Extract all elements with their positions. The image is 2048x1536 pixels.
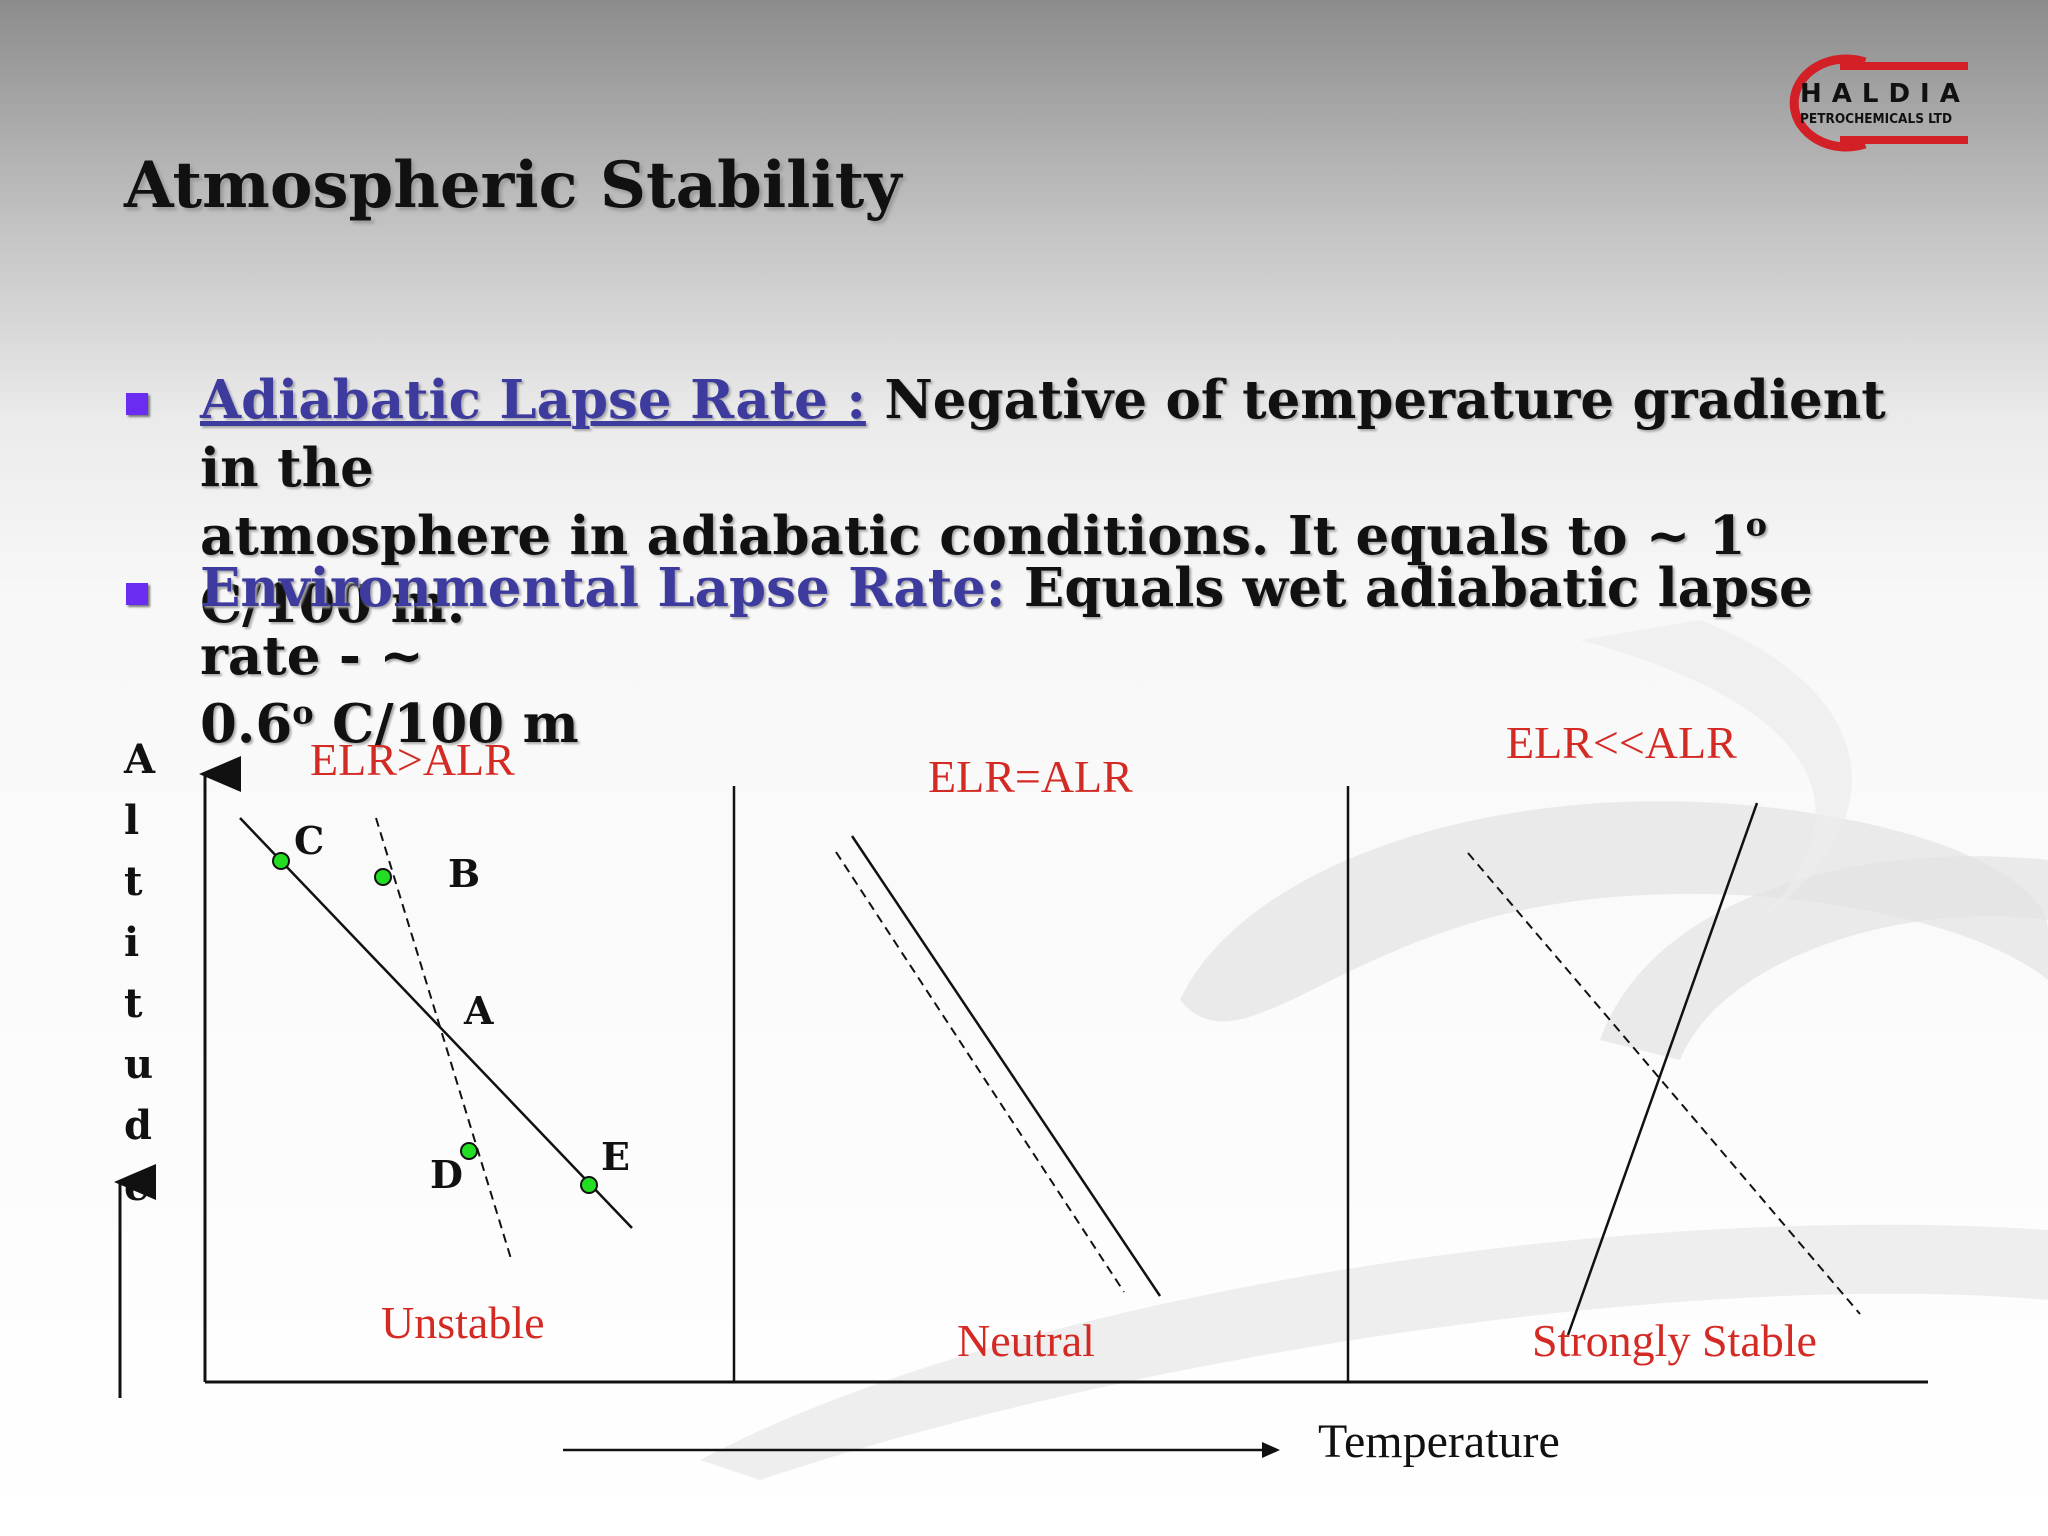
elr-line xyxy=(835,851,1125,1293)
haldia-logo: HALDIA PETROCHEMICALS LTD xyxy=(1789,54,1970,152)
bullet-square-icon xyxy=(126,583,148,605)
svg-text:HALDIA: HALDIA xyxy=(1800,79,1970,109)
stability-label: Unstable xyxy=(381,1297,545,1348)
bullet-adiabatic: Adiabatic Lapse Rate : Negative of tempe… xyxy=(200,366,1900,638)
elr-line xyxy=(375,817,513,1263)
point-label: C xyxy=(294,818,324,863)
svg-text:PETROCHEMICALS LTD: PETROCHEMICALS LTD xyxy=(1800,111,1952,127)
alr-line xyxy=(239,817,633,1229)
altitude-letter: l xyxy=(124,797,139,844)
arrow-head-icon xyxy=(1262,1442,1280,1458)
point-b xyxy=(374,868,392,886)
point-d xyxy=(460,1142,478,1160)
elr-line xyxy=(1566,802,1759,1336)
bullet-text: C/100 m xyxy=(313,693,579,755)
point-label: E xyxy=(601,1134,630,1179)
bullet-text: 0.6 xyxy=(200,693,293,755)
altitude-letter: d xyxy=(124,1102,152,1149)
condition-label: ELR=ALR xyxy=(928,751,1133,802)
alr-line xyxy=(1467,852,1861,1315)
degree-sup: o xyxy=(1745,505,1767,544)
stability-label: Neutral xyxy=(957,1315,1095,1366)
altitude-letter: u xyxy=(124,1041,153,1088)
point-label: D xyxy=(430,1152,463,1197)
bullet-square-icon xyxy=(126,393,148,415)
alr-line xyxy=(850,835,1162,1297)
bullet-environmental: Environmental Lapse Rate: Equals wet adi… xyxy=(200,554,1900,758)
point-label: B xyxy=(448,851,480,896)
altitude-letter: e xyxy=(124,1163,149,1210)
altitude-letter: i xyxy=(124,919,139,966)
condition-label: ELR>ALR xyxy=(310,734,515,785)
bullet-text: atmosphere in adiabatic conditions. It e… xyxy=(200,505,1746,567)
stability-label: Strongly Stable xyxy=(1532,1315,1817,1366)
altitude-label: A l t i t u d e xyxy=(123,736,156,1210)
slide-title: Atmospheric Stability xyxy=(124,148,902,223)
environmental-lapse-rate-term: Environmental Lapse Rate: xyxy=(200,557,1006,619)
altitude-letter: A xyxy=(123,736,156,783)
point-label: A xyxy=(463,988,494,1033)
point-e xyxy=(580,1176,598,1194)
bullet-text: C/100 m. xyxy=(200,573,466,635)
bullet-text: Equals wet adiabatic lapse rate - ~ xyxy=(200,557,1813,687)
condition-label: ELR<<ALR xyxy=(1506,717,1737,768)
degree-sup: o xyxy=(292,693,314,732)
altitude-letter: t xyxy=(124,858,143,905)
temperature-label: Temperature xyxy=(1318,1415,1560,1468)
point-c xyxy=(272,852,290,870)
bullet-text: Negative of temperature gradient in the xyxy=(200,369,1886,499)
adiabatic-lapse-rate-link[interactable]: Adiabatic Lapse Rate : xyxy=(200,369,866,431)
altitude-letter: t xyxy=(124,980,143,1027)
